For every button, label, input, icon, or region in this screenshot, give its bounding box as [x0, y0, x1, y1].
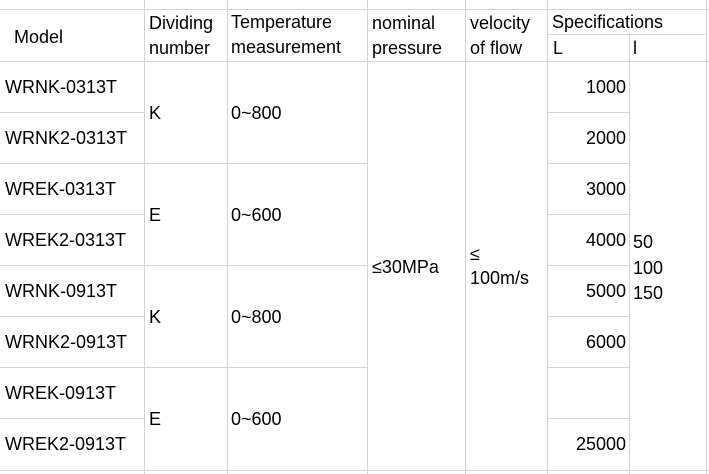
- pressure-cell: ≤30MPa: [372, 257, 439, 277]
- grid-line: [465, 0, 466, 474]
- spec-L-cell: 5000: [585, 281, 626, 301]
- grid-line: [706, 0, 707, 474]
- grid-line: [548, 367, 630, 368]
- grid-line: [0, 367, 368, 368]
- grid-line: [0, 112, 145, 113]
- grid-line: [548, 112, 630, 113]
- grid-line: [0, 163, 368, 164]
- velocity-line1: ≤: [470, 244, 480, 264]
- temperature-cell: 0~600: [231, 205, 282, 225]
- spec-l-cell: 150: [633, 283, 664, 303]
- grid-line: [548, 418, 630, 419]
- spec-l-cell: 50: [633, 232, 654, 252]
- header-velocity-line2: of flow: [470, 38, 523, 58]
- dividing-number-cell: K: [149, 307, 162, 327]
- model-cell: WRNK2-0313T: [5, 128, 128, 148]
- grid-line: [0, 214, 145, 215]
- grid-line: [629, 35, 630, 474]
- header-dividing-line2: number: [149, 38, 211, 58]
- grid-line: [0, 265, 368, 266]
- grid-line: [0, 9, 709, 10]
- grid-line: [548, 163, 630, 164]
- header-temperature-line2: measurement: [231, 37, 342, 57]
- spec-L-cell: 6000: [585, 332, 626, 352]
- grid-line: [144, 0, 145, 474]
- dividing-number-cell: E: [149, 205, 162, 225]
- grid-line: [548, 316, 630, 317]
- grid-line: [0, 470, 709, 471]
- header-dividing-line1: Dividing: [149, 13, 214, 33]
- grid-line: [0, 61, 709, 62]
- model-cell: WREK-0913T: [5, 383, 117, 403]
- model-cell: WRNK-0313T: [5, 77, 118, 97]
- header-specifications: Specifications: [552, 12, 664, 32]
- spec-L-cell: 1000: [585, 77, 626, 97]
- header-pressure-line2: pressure: [372, 38, 443, 58]
- temperature-cell: 0~800: [231, 307, 282, 327]
- spec-L-cell: 3000: [585, 179, 626, 199]
- header-spec-L: L: [553, 38, 564, 58]
- header-velocity-line1: velocity: [470, 13, 531, 33]
- spec-L-cell: 25000: [575, 434, 626, 454]
- model-cell: WRNK-0913T: [5, 281, 118, 301]
- grid-line: [0, 316, 145, 317]
- grid-line: [547, 0, 548, 474]
- spec-L-cell: 2000: [585, 128, 626, 148]
- grid-line: [0, 418, 145, 419]
- header-spec-l: l: [633, 38, 637, 58]
- grid-line: [367, 0, 368, 474]
- header-pressure-line1: nominal: [372, 13, 436, 33]
- header-model: Model: [14, 27, 64, 47]
- model-cell: WREK2-0313T: [5, 230, 127, 250]
- temperature-cell: 0~600: [231, 409, 282, 429]
- grid-line: [227, 0, 228, 474]
- spec-L-cell: 4000: [585, 230, 626, 250]
- grid-line: [548, 265, 630, 266]
- model-cell: WRNK2-0913T: [5, 332, 128, 352]
- dividing-number-cell: E: [149, 409, 162, 429]
- model-cell: WREK-0313T: [5, 179, 117, 199]
- grid-line: [548, 34, 706, 35]
- header-temperature-line1: Temperature: [231, 12, 333, 32]
- model-cell: WREK2-0913T: [5, 434, 127, 454]
- grid-line: [548, 214, 630, 215]
- dividing-number-cell: K: [149, 103, 162, 123]
- temperature-cell: 0~800: [231, 103, 282, 123]
- velocity-line2: 100m/s: [470, 268, 530, 288]
- spec-l-cell: 100: [633, 258, 664, 278]
